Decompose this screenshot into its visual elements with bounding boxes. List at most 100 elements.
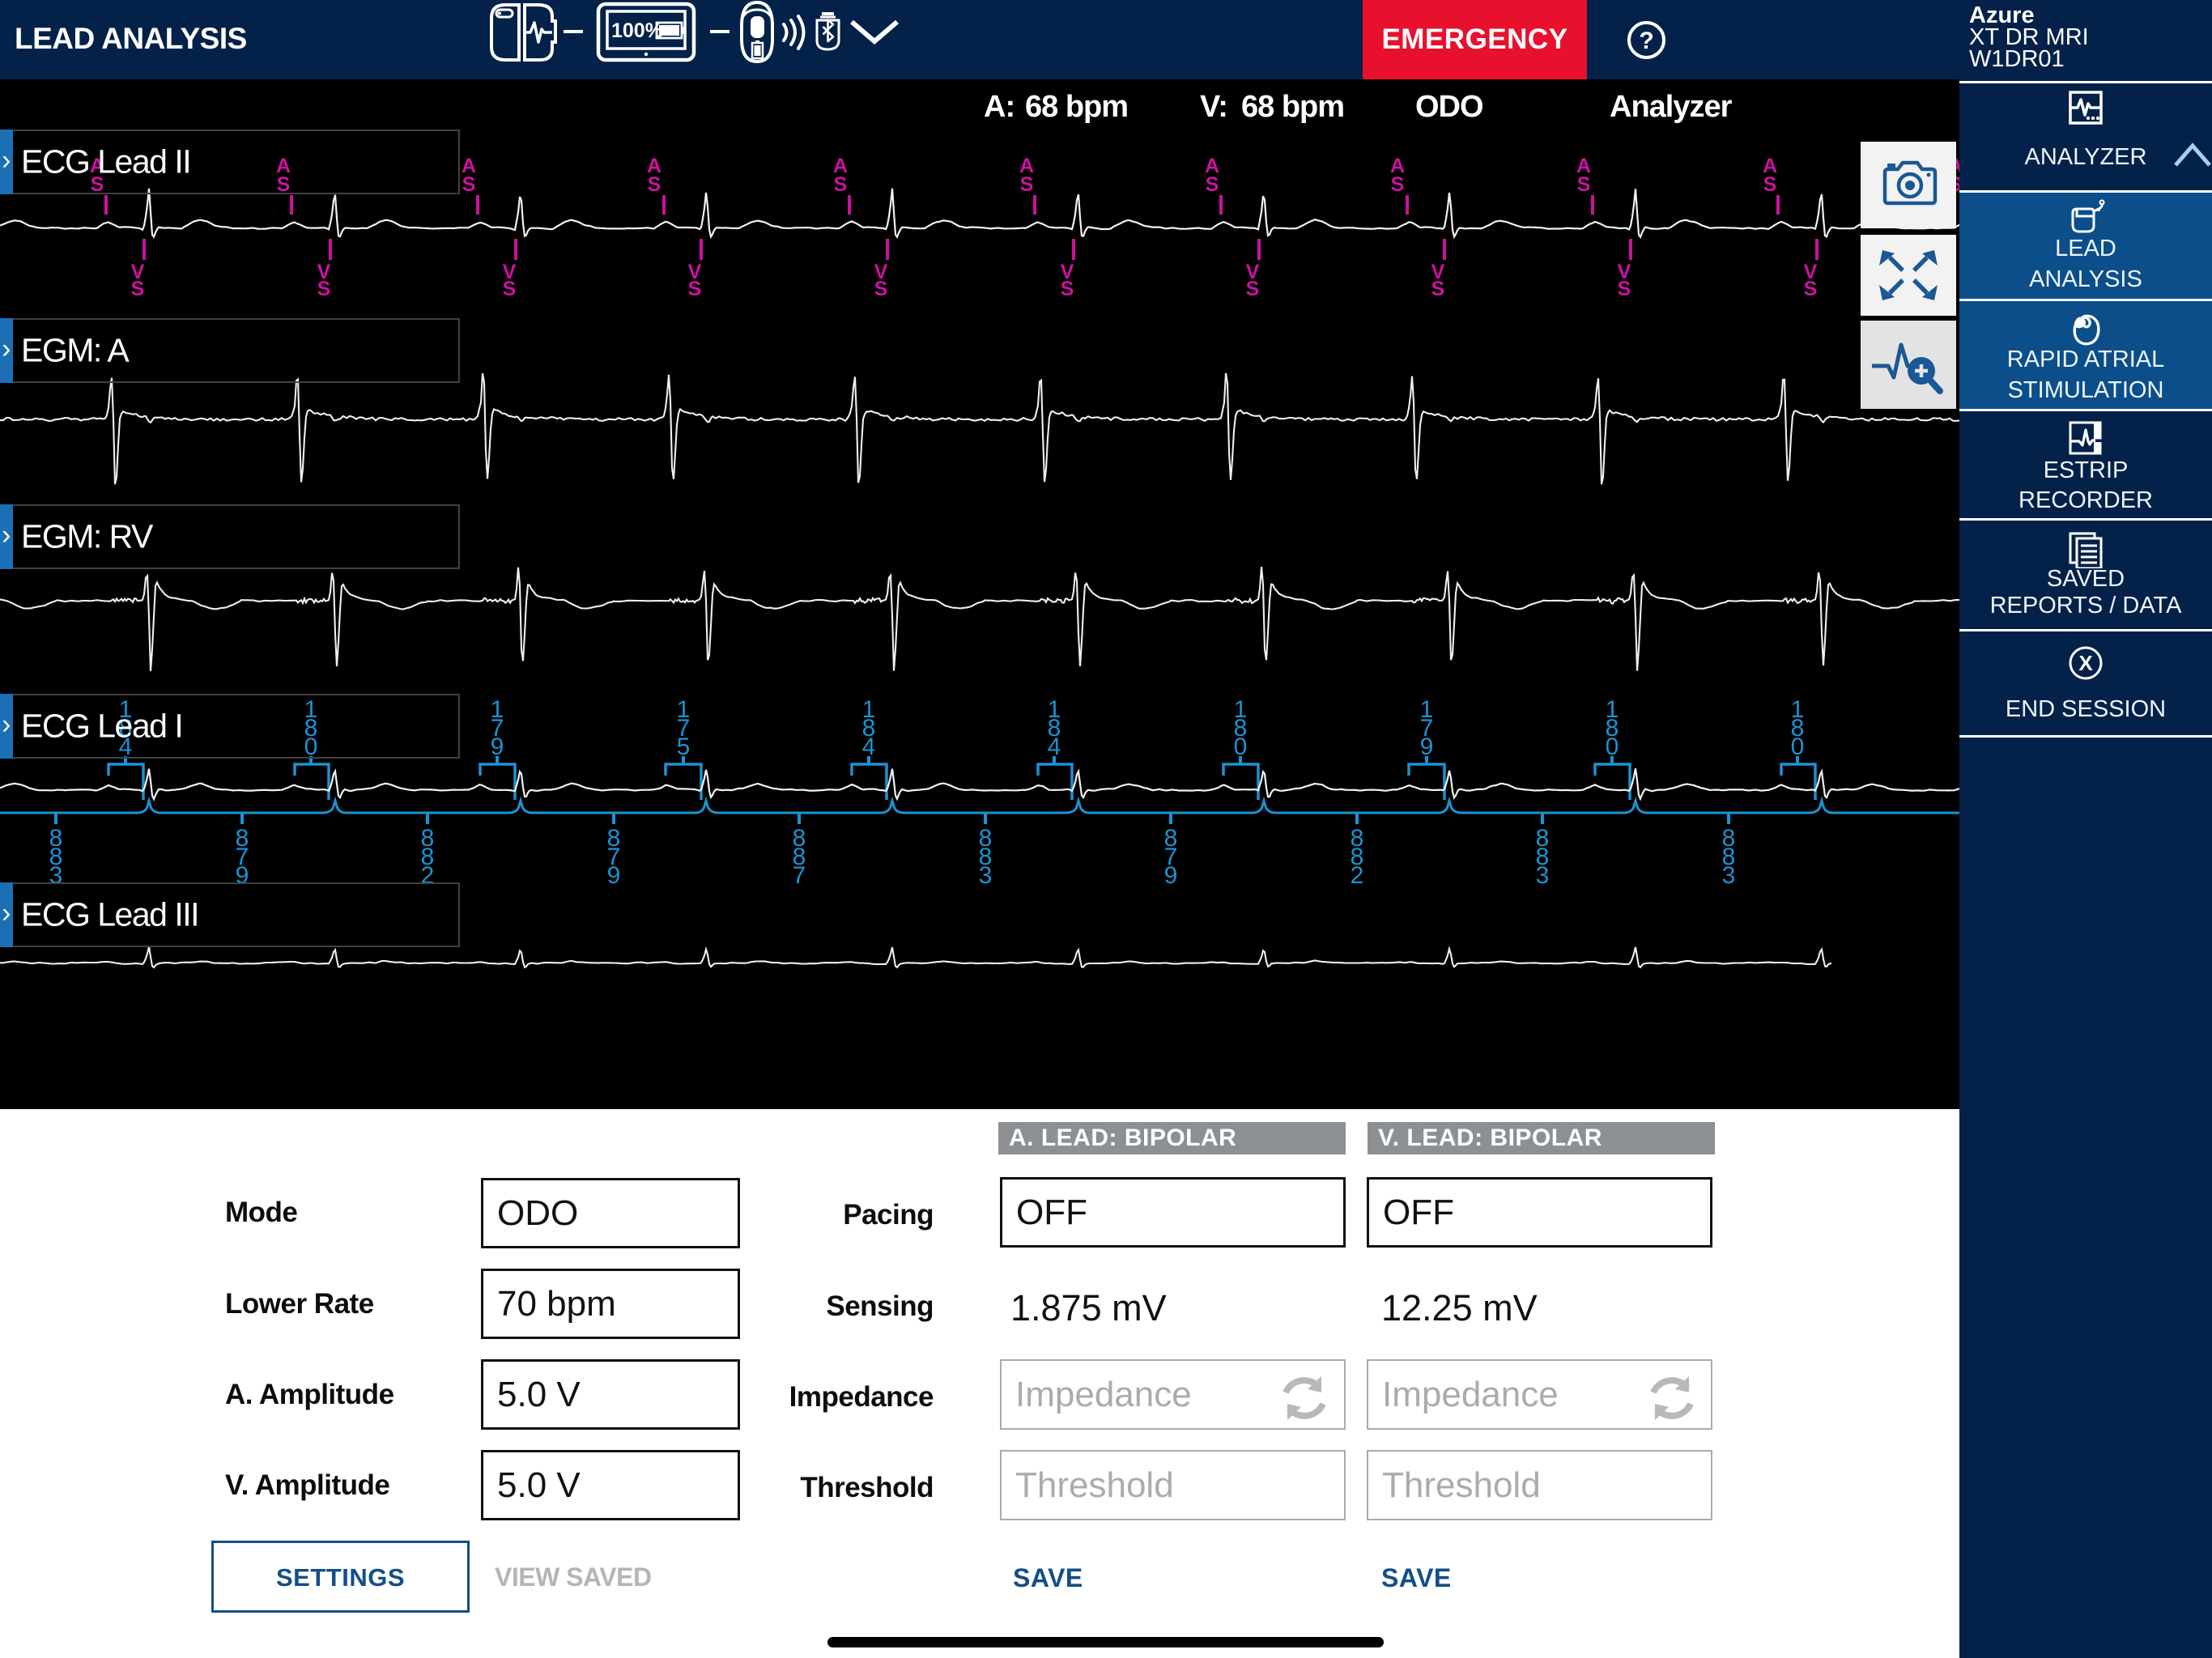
svg-text:8: 8 [304,715,318,742]
svg-text:8: 8 [1722,844,1736,870]
svg-text:A: A [1763,155,1777,177]
svg-text:0: 0 [1606,733,1619,760]
svg-text:S: S [688,278,702,300]
svg-text:100%: 100% [611,19,663,42]
svg-text:9: 9 [491,733,504,760]
svg-text:A: A [1576,155,1591,177]
svg-text:7: 7 [793,862,806,889]
svg-text:8: 8 [1234,715,1248,742]
svg-text:V: V [1431,261,1445,283]
svg-text:A: A [647,155,661,177]
svg-text:A: A [833,155,848,177]
svg-text:8: 8 [1164,825,1178,852]
svg-text:V: V [131,261,145,283]
svg-text:7: 7 [491,715,504,742]
svg-text:0: 0 [304,733,318,760]
svg-text:X: X [2078,651,2093,675]
svg-text:A: A [1390,155,1405,177]
svg-text:4: 4 [119,733,133,760]
svg-text:A: A [276,155,291,177]
svg-text:V: V [503,261,517,283]
svg-text:4: 4 [1048,733,1061,760]
svg-text:S: S [1577,173,1591,196]
svg-text:9: 9 [236,862,249,889]
svg-text:S: S [503,278,517,300]
svg-text:8: 8 [1606,715,1619,742]
svg-text:8: 8 [793,825,806,852]
svg-text:A: A [462,155,476,177]
svg-text:1: 1 [1420,696,1434,723]
svg-text:S: S [874,278,888,300]
svg-text:S: S [131,278,145,300]
svg-text:S: S [1020,173,1034,196]
svg-text:7: 7 [236,844,249,870]
svg-text:V: V [1804,261,1818,283]
svg-text:7: 7 [607,844,621,870]
svg-text:1: 1 [1234,696,1248,723]
svg-text:8: 8 [1791,715,1805,742]
svg-text:S: S [462,173,476,196]
svg-text:V: V [688,261,702,283]
svg-text:8: 8 [1048,715,1061,742]
svg-text:S: S [648,173,661,196]
svg-text:S: S [1246,278,1260,300]
svg-text:8: 8 [1351,825,1364,852]
svg-text:3: 3 [1722,862,1736,889]
svg-text:1: 1 [862,696,876,723]
svg-text:3: 3 [1536,862,1550,889]
svg-text:V: V [874,261,888,283]
svg-text:S: S [91,173,104,196]
svg-text:A: A [1205,155,1219,177]
svg-text:0: 0 [1791,733,1805,760]
svg-text:A: A [1019,155,1034,177]
svg-text:1: 1 [304,696,318,723]
svg-text:9: 9 [607,862,621,889]
svg-text:8: 8 [49,825,63,852]
svg-text:8: 8 [49,844,63,870]
svg-text:2: 2 [421,862,435,889]
svg-text:3: 3 [49,862,63,889]
svg-text:3: 3 [979,862,993,889]
svg-text:1: 1 [1048,696,1061,723]
svg-text:1: 1 [1606,696,1619,723]
svg-text:4: 4 [862,733,876,760]
svg-text:8: 8 [1351,844,1364,870]
svg-text:1: 1 [119,696,133,723]
svg-text:8: 8 [1536,844,1550,870]
svg-text:7: 7 [1420,715,1434,742]
svg-text:5: 5 [677,733,691,760]
svg-text:8: 8 [979,825,993,852]
svg-text:V: V [1618,261,1631,283]
svg-text:9: 9 [1420,733,1434,760]
svg-text:2: 2 [1351,862,1364,889]
svg-text:S: S [1206,173,1219,196]
svg-text:V: V [1246,261,1260,283]
svg-text:S: S [1391,173,1405,196]
svg-text:8: 8 [421,825,435,852]
svg-text:8: 8 [236,825,249,852]
svg-text:0: 0 [1234,733,1248,760]
svg-text:9: 9 [1164,862,1178,889]
svg-text:7: 7 [677,715,691,742]
svg-text:V: V [1061,261,1074,283]
svg-text:A: A [90,155,104,177]
svg-text:8: 8 [979,844,993,870]
svg-text:S: S [317,278,331,300]
svg-text:S: S [1763,173,1777,196]
svg-text:1: 1 [1791,696,1805,723]
svg-text:8: 8 [421,844,435,870]
svg-text:8: 8 [1536,825,1550,852]
svg-text:8: 8 [119,715,133,742]
svg-text:S: S [1061,278,1074,300]
svg-text:S: S [277,173,291,196]
svg-text:8: 8 [607,825,621,852]
svg-text:V: V [317,261,331,283]
svg-text:1: 1 [677,696,691,723]
svg-text:1: 1 [491,696,504,723]
svg-text:S: S [1431,278,1445,300]
svg-text:8: 8 [1722,825,1736,852]
svg-text:8: 8 [862,715,876,742]
svg-text:S: S [1618,278,1631,300]
svg-text:8: 8 [793,844,806,870]
svg-text:S: S [1804,278,1818,300]
